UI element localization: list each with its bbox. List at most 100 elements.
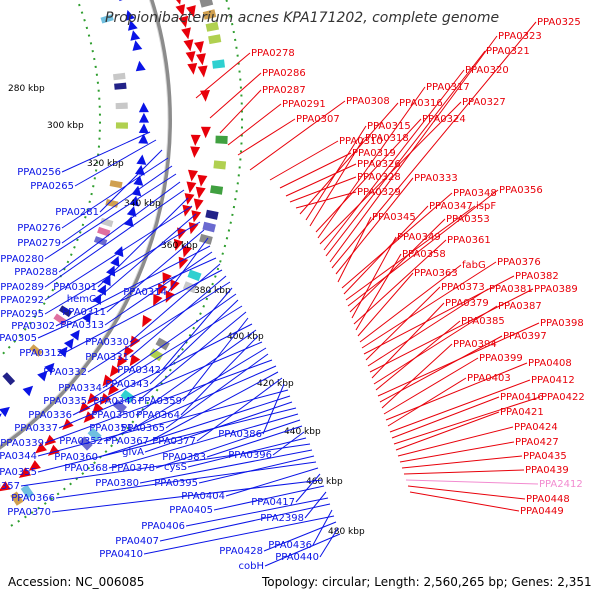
gene-label: PPA0405 xyxy=(169,505,213,516)
gene-leader-line xyxy=(44,359,273,444)
gene-leader-line xyxy=(299,102,399,215)
reverse-gene-arrow xyxy=(135,60,146,72)
gene-leader-line xyxy=(135,329,257,416)
gene-leader-line xyxy=(87,281,231,373)
gene-label: PPA0333 xyxy=(414,173,458,184)
forward-gene-arrow xyxy=(196,53,206,66)
reverse-gene-arrow xyxy=(114,246,124,258)
forward-gene-arrow xyxy=(186,5,196,18)
gene-label: PPA0346 xyxy=(93,396,137,407)
gene-leader-line xyxy=(133,347,267,429)
gene-leader-line xyxy=(96,213,197,300)
gene-label: PPA0312 xyxy=(19,348,63,359)
gene-label: PPA0399 xyxy=(479,353,523,364)
gene-leader-line xyxy=(106,229,205,313)
gene-leader-line xyxy=(129,263,221,343)
gene-label: PPA0332 xyxy=(43,367,87,378)
cog-feature-block xyxy=(100,217,114,228)
forward-gene-arrow xyxy=(109,365,121,377)
gene-label: PPA0366 xyxy=(11,493,55,504)
gene-leader-line xyxy=(63,269,223,354)
gene-label: PPA0339 xyxy=(0,438,44,449)
gene-leader-line xyxy=(87,305,243,402)
gene-leader-line xyxy=(219,89,262,134)
gene-label: PPA0320 xyxy=(465,65,509,76)
forward-gene-arrow xyxy=(195,186,206,199)
gene-label: PPA0315 xyxy=(367,121,411,132)
gene-label: PPA0348 xyxy=(453,188,497,199)
gene-label: PPA0357 xyxy=(0,481,20,492)
gene-label: PPA0265 xyxy=(30,181,74,192)
gene-leader-line xyxy=(249,100,346,171)
gene-label: PPA0364 xyxy=(136,410,180,421)
gene-leader-line xyxy=(37,257,217,339)
gene-leader-line xyxy=(165,353,269,429)
gene-leader-line xyxy=(304,491,327,519)
forward-gene-arrow xyxy=(187,63,198,75)
gene-label: PPA0318 xyxy=(365,133,409,144)
forward-gene-arrow xyxy=(194,41,204,54)
gene-leader-line xyxy=(58,181,181,273)
gene-label: PPA0330 xyxy=(85,337,129,348)
cog-feature-block xyxy=(215,135,228,144)
gene-leader-line xyxy=(103,365,277,442)
gene-leader-line xyxy=(44,221,201,315)
gene-leader-line xyxy=(161,287,233,371)
gene-label: hemC xyxy=(67,294,96,305)
gene-leader-line xyxy=(272,431,305,456)
reverse-gene-arrow xyxy=(139,112,149,123)
gene-label: PPA0321 xyxy=(486,46,530,57)
reverse-gene-arrow xyxy=(138,133,149,144)
gene-leader-line xyxy=(198,455,315,484)
topology-text: Topology: circular; Length: 2,560,265 bp… xyxy=(261,575,592,589)
gene-label: PPA0307 xyxy=(296,114,340,125)
gene-leader-line xyxy=(395,411,500,451)
gene-label: PPA0408 xyxy=(528,358,572,369)
gene-label: PPA0385 xyxy=(461,316,505,327)
gene-label: ispF xyxy=(476,201,496,212)
map-title: Propionibacterium acnes KPA171202, compl… xyxy=(105,10,499,26)
cog-feature-block xyxy=(202,221,216,233)
cog-feature-block xyxy=(120,389,135,404)
gene-leader-line xyxy=(355,253,402,331)
gene-label: PPA0329 xyxy=(357,187,401,198)
kbp-tick-label: 360 kbp xyxy=(161,241,198,251)
gene-label: PPA0347 xyxy=(429,201,473,212)
reverse-gene-labels: PPA0256 PPA0265 PPA0281 PPA0276 PPA0279 PPA02… xyxy=(0,131,341,572)
forward-gene-arrow xyxy=(92,402,104,414)
gene-label: PPA0387 xyxy=(498,301,542,312)
gene-label: PPA0345 xyxy=(372,212,416,223)
gene-leader-line xyxy=(397,426,514,457)
gene-label: PPA0398 xyxy=(540,318,584,329)
gene-label: PPA0316 xyxy=(399,98,443,109)
reverse-gene-arrow xyxy=(37,370,48,382)
gene-label: PPA0351 xyxy=(89,423,133,434)
cog-feature-block xyxy=(199,0,214,8)
gene-leader-line xyxy=(20,443,311,487)
cog-feature-block xyxy=(208,34,222,45)
forward-gene-arrow xyxy=(158,283,168,296)
forward-gene-arrow xyxy=(116,355,128,368)
gene-leader-line xyxy=(61,131,151,173)
forward-gene-arrow xyxy=(175,4,186,17)
reverse-gene-arrow xyxy=(132,40,143,51)
gene-leader-line xyxy=(369,288,534,373)
gene-label: PPA0334 xyxy=(58,383,102,394)
gene-leader-line xyxy=(74,139,157,187)
gene-label: PPA0428 xyxy=(219,546,263,557)
gene-label: PPA0377 xyxy=(152,436,196,447)
gene-leader-line xyxy=(309,137,365,227)
cog-feature-block xyxy=(112,399,127,414)
gene-leader-line xyxy=(61,165,173,244)
cog-feature-block xyxy=(202,9,217,20)
gene-label: PPA0368 xyxy=(64,463,108,474)
gene-label: PPA0323 xyxy=(498,31,542,42)
forward-gene-arrow xyxy=(142,315,152,328)
gene-leader-line xyxy=(264,533,341,567)
gene-label: PPA0314 xyxy=(123,287,167,298)
gene-leader-line xyxy=(195,52,251,99)
gene-leader-line xyxy=(167,237,209,293)
gene-label: PPA0280 xyxy=(0,254,44,265)
gene-leader-line xyxy=(108,413,299,469)
gene-leader-line xyxy=(359,264,462,343)
